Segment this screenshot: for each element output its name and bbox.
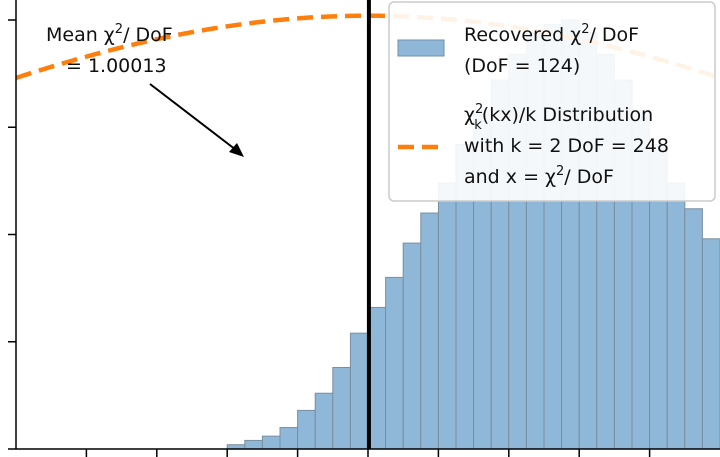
annotation-arrow bbox=[149, 83, 241, 154]
histogram-bar bbox=[385, 276, 404, 450]
legend-hist-line-2: (DoF = 124) bbox=[464, 55, 580, 77]
legend-curve-line-1: χ2 k(kx)/k Distribution bbox=[464, 102, 653, 133]
histogram-bar bbox=[420, 212, 439, 450]
histogram-bar bbox=[314, 392, 334, 450]
histogram-bar bbox=[297, 409, 316, 450]
legend-hist-line-1: Recovered χ2/ DoF bbox=[464, 22, 639, 46]
annotation-line-2: = 1.00013 bbox=[66, 55, 167, 77]
axes bbox=[8, 0, 720, 457]
chi-square-curve bbox=[15, 13, 720, 81]
legend-hist-swatch bbox=[397, 39, 445, 57]
mean-annotation: Mean χ2/ DoF = 1.00013 bbox=[46, 22, 244, 157]
histogram-bar bbox=[701, 238, 720, 450]
legend-curve-line-3: and x = χ2/ DoF bbox=[464, 164, 614, 188]
histogram-bar bbox=[244, 439, 263, 450]
histogram-bars bbox=[226, 19, 720, 450]
histogram-bar bbox=[666, 182, 686, 450]
legend: Recovered χ2/ DoF (DoF = 124) χ2 k(kx)/k … bbox=[388, 1, 716, 202]
legend-frame bbox=[388, 1, 716, 202]
histogram-bar bbox=[279, 427, 299, 450]
histogram-bar bbox=[332, 366, 351, 450]
legend-curve-line-2: with k = 2 DoF = 248 bbox=[464, 135, 669, 157]
histogram-bar bbox=[437, 182, 457, 450]
annotation-arrowhead bbox=[229, 143, 244, 157]
histogram-bar bbox=[684, 208, 703, 450]
annotation-line-1: Mean χ2/ DoF bbox=[46, 22, 173, 46]
histogram-bar bbox=[402, 242, 422, 450]
histogram-bar bbox=[261, 435, 281, 450]
histogram-bar bbox=[349, 332, 369, 450]
